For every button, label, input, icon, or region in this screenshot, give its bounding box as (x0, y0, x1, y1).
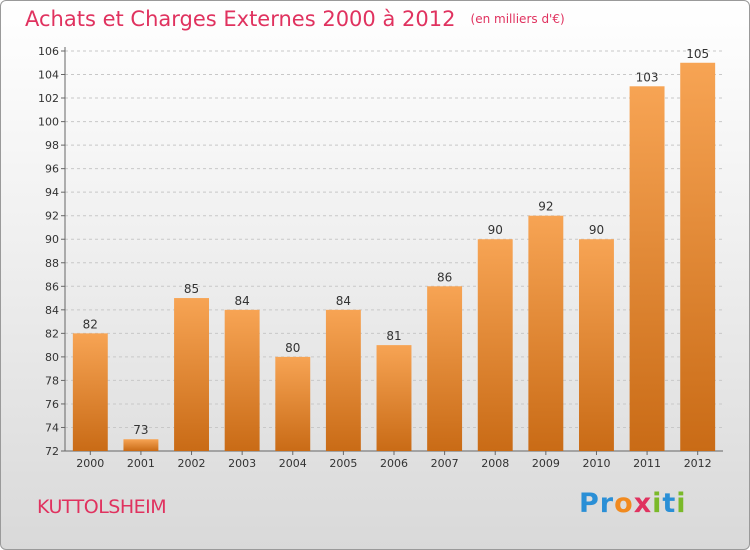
y-tick-label: 84 (45, 304, 59, 317)
x-tick-label-2005: 2005 (329, 457, 357, 470)
proxiti-logo: Proxiti (579, 488, 687, 519)
bars (72, 62, 716, 451)
logo-letter: x (633, 488, 653, 519)
logo-letter: r (599, 488, 615, 519)
data-label-2006: 81 (386, 329, 401, 343)
x-tick-label-2007: 2007 (431, 457, 459, 470)
data-label-2004: 80 (285, 341, 300, 355)
data-label-2003: 84 (235, 294, 250, 308)
bar-2004 (275, 356, 311, 451)
data-label-2001: 73 (133, 423, 148, 437)
y-tick-label: 86 (45, 280, 59, 293)
x-tick-label-2011: 2011 (633, 457, 661, 470)
data-labels: 82 73 85 84 80 84 81 86 90 92 90 103 105 (83, 47, 709, 437)
y-tick-label: 98 (45, 139, 59, 152)
bar-2010 (579, 239, 614, 451)
data-label-2000: 82 (83, 317, 98, 331)
y-tick-label: 76 (45, 398, 59, 411)
data-label-2011: 103 (636, 70, 659, 84)
y-tick-label: 100 (38, 116, 59, 129)
data-label-2009: 92 (538, 200, 553, 214)
x-tick-label-2001: 2001 (127, 457, 155, 470)
x-tick-labels: 2000 2001 2002 2003 2004 2005 2006 2007 2008 2009… (76, 457, 711, 470)
bar-2012 (680, 62, 716, 451)
y-tick-label: 96 (45, 163, 59, 176)
data-label-2012: 105 (686, 47, 709, 61)
x-tick-label-2012: 2012 (684, 457, 712, 470)
x-tick-label-2000: 2000 (76, 457, 104, 470)
logo-letter: o (614, 488, 634, 519)
x-tick-label-2006: 2006 (380, 457, 408, 470)
y-tick-labels: 72 74 76 78 80 82 84 86 88 90 92 94 96 98 100 102 104 106 (38, 45, 59, 458)
y-tick-label: 78 (45, 374, 59, 387)
y-tick-label: 88 (45, 257, 59, 270)
y-tick-label: 94 (45, 186, 59, 199)
y-tick-label: 82 (45, 327, 59, 340)
x-tick-label-2010: 2010 (582, 457, 610, 470)
bar-2005 (325, 309, 361, 451)
x-tick-label-2003: 2003 (228, 457, 256, 470)
logo-letter: P (579, 488, 600, 519)
bar-2002 (174, 298, 209, 451)
bar-2011 (629, 86, 665, 451)
bar-2007 (427, 286, 463, 451)
y-tick-label: 90 (45, 233, 59, 246)
y-tick-label: 102 (38, 92, 59, 105)
logo-letter: t (662, 488, 677, 519)
bar-2003 (224, 309, 260, 451)
chart-header: Achats et Charges Externes 2000 à 2012 (… (25, 7, 565, 31)
data-label-2005: 84 (336, 294, 351, 308)
y-tick-label: 80 (45, 351, 59, 364)
y-tick-label: 72 (45, 445, 59, 458)
chart-title: Achats et Charges Externes 2000 à 2012 (25, 7, 456, 31)
place-name: KUTTOLSHEIM (37, 496, 167, 518)
data-label-2002: 85 (184, 282, 199, 296)
x-tick-label-2004: 2004 (279, 457, 307, 470)
logo-letter: i (652, 488, 663, 519)
logo-letter: i (676, 488, 687, 519)
bar-2006 (376, 345, 412, 451)
x-tick-label-2009: 2009 (532, 457, 560, 470)
chart-subtitle: (en milliers d'€) (470, 12, 565, 26)
bar-2009 (528, 215, 564, 451)
y-tick-label: 104 (38, 69, 59, 82)
bar-2008 (477, 239, 513, 451)
bar-2000 (72, 333, 108, 451)
x-tick-label-2002: 2002 (178, 457, 206, 470)
data-label-2007: 86 (437, 270, 452, 284)
y-tick-label: 92 (45, 210, 59, 223)
data-label-2010: 90 (589, 223, 604, 237)
x-tick-label-2008: 2008 (481, 457, 509, 470)
y-tick-label: 106 (38, 45, 59, 58)
data-label-2008: 90 (488, 223, 503, 237)
bar-2001 (123, 439, 159, 451)
y-tick-label: 74 (45, 421, 59, 434)
